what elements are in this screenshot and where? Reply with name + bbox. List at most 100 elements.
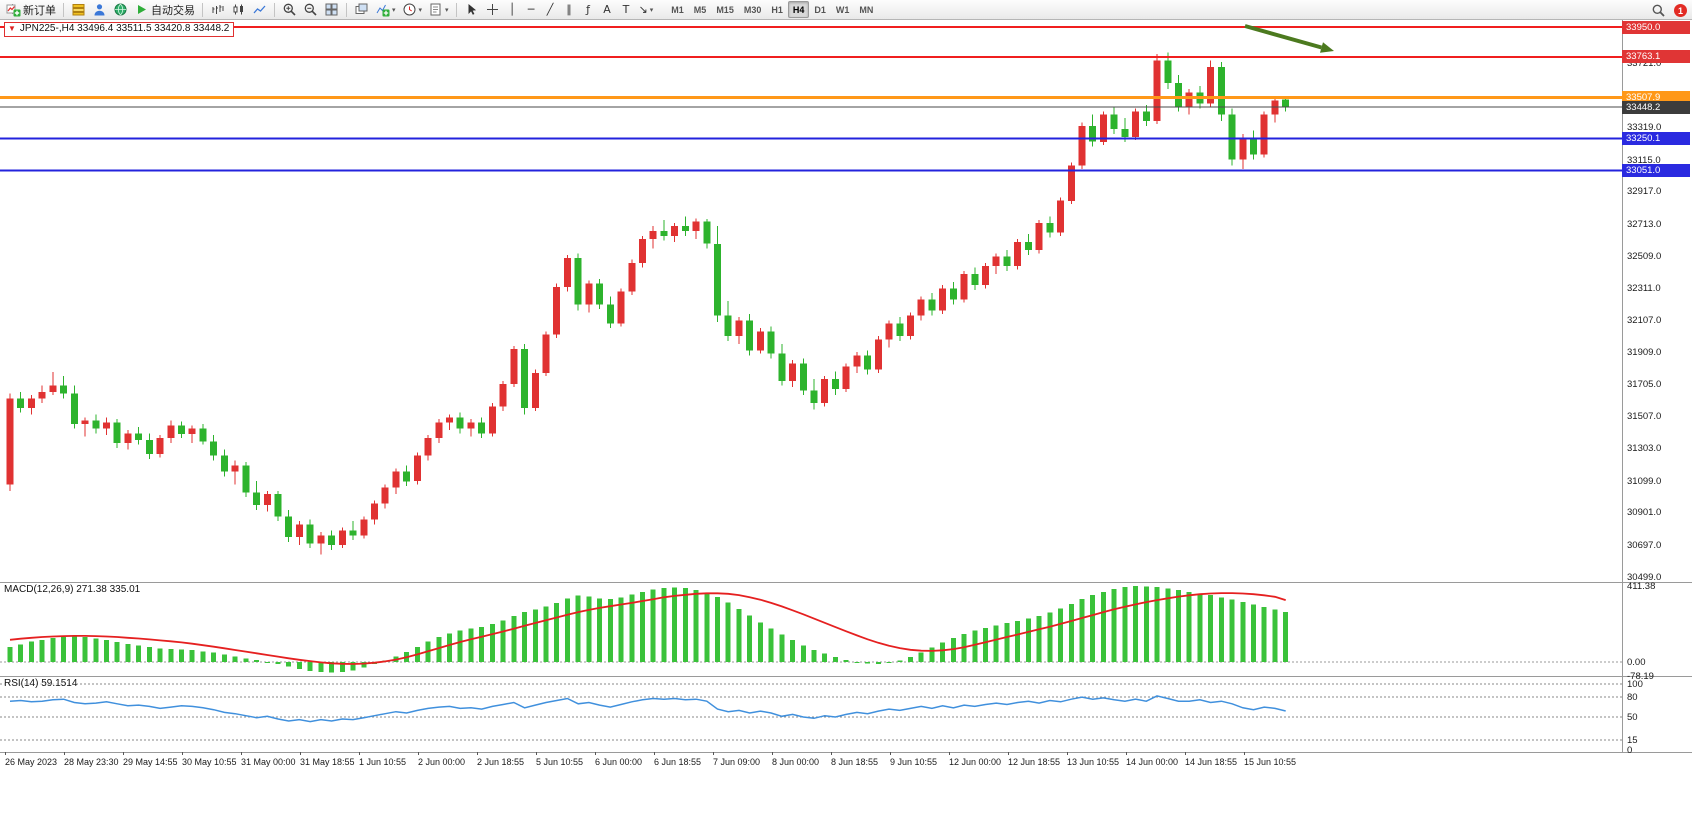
text-button[interactable]: A (598, 1, 617, 18)
notification-badge[interactable]: 1 (1674, 4, 1687, 17)
zoom-in-button[interactable] (279, 1, 300, 18)
time-axis-label: 14 Jun 00:00 (1126, 757, 1179, 767)
time-axis-label: 31 May 00:00 (241, 757, 296, 767)
search-button[interactable] (1648, 2, 1669, 19)
timeframe-m15-button[interactable]: M15 (716, 4, 734, 15)
toolbar-separator (63, 2, 64, 17)
chevron-down-icon: ▾ (392, 6, 396, 14)
timeframe-mn-button[interactable]: MN (859, 4, 874, 15)
toolbar-buttons: 新订单 自动交易 ▾ ▾ ▾ │ ─ ╱ ∥ ƒ A T ↘ ▾ (3, 1, 656, 18)
navigator-icon (114, 3, 127, 16)
bar-chart-icon (212, 5, 224, 14)
horizontal-line-icon: ─ (527, 3, 535, 16)
timeframe-m5-button[interactable]: M5 (693, 4, 707, 15)
indicators-button[interactable]: ▾ (372, 1, 399, 18)
vertical-line-button[interactable]: │ (503, 1, 522, 18)
tile-windows-button[interactable] (321, 1, 342, 18)
timeframe-d1-button[interactable]: D1 (814, 4, 826, 15)
time-axis-label: 12 Jun 18:55 (1008, 757, 1061, 767)
toolbar-separator (202, 2, 203, 17)
trendline-button[interactable]: ╱ (541, 1, 560, 18)
line-chart-icon (253, 5, 266, 14)
periods-button[interactable]: ▾ (399, 1, 426, 18)
price-axis[interactable]: 33721.0 33319.0 33115.0 32917.0 32713.0 32509… (1622, 20, 1692, 756)
timeframe-m1-button[interactable]: M1 (671, 4, 684, 15)
candle-chart-button[interactable] (228, 1, 249, 18)
price-axis-label: 30499.0 (1627, 571, 1662, 583)
toolbar-separator (346, 2, 347, 17)
cursor-button[interactable] (461, 1, 482, 18)
navigator-button[interactable] (110, 1, 131, 18)
line-chart-button[interactable] (249, 1, 270, 18)
templates-button[interactable]: ▾ (425, 1, 452, 18)
tile-windows-icon (325, 3, 338, 16)
auto-trading-icon (138, 5, 146, 14)
crosshair-icon (486, 4, 498, 15)
price-axis-label: 32311.0 (1627, 282, 1661, 294)
auto-trading-button[interactable]: 自动交易 (131, 1, 198, 18)
rsi-line (9, 695, 1286, 723)
chart-title-text: JPN225-,H4 33496.4 33511.5 33420.8 33448… (19, 23, 230, 34)
price-level-label-support-1: 33250.1 (1622, 132, 1690, 145)
market-watch-button[interactable] (68, 1, 89, 18)
time-axis[interactable]: 26 May 2023 28 May 23:30 29 May 14:55 30 Ma… (0, 752, 1692, 780)
periods-icon (403, 3, 416, 16)
cursor-icon (468, 4, 476, 15)
price-axis-label: 31507.0 (1627, 410, 1662, 422)
vertical-line-icon: │ (508, 3, 516, 16)
zoom-out-button[interactable] (300, 1, 321, 18)
price-axis-label: 33721.0 (1627, 58, 1662, 69)
time-axis-label: 29 May 14:55 (123, 757, 178, 767)
timeframe-h1-button[interactable]: H1 (771, 4, 783, 15)
data-window-icon (94, 4, 105, 16)
price-axis-label: 33115.0 (1627, 154, 1661, 166)
arrows-button[interactable]: ↘ ▾ (636, 1, 657, 18)
rsi-axis-label: 50 (1627, 711, 1638, 723)
crosshair-button[interactable] (482, 1, 503, 18)
time-axis-label: 31 May 18:55 (300, 757, 355, 767)
chevron-down-icon: ▾ (418, 6, 423, 14)
chevron-down-icon: ▾ (445, 6, 449, 14)
price-axis-label: 32713.0 (1627, 218, 1662, 230)
trend-arrow-annotation[interactable] (1244, 24, 1334, 53)
horizontal-line-button[interactable]: ─ (522, 1, 541, 18)
timeframe-w1-button[interactable]: W1 (835, 4, 850, 15)
price-level-label-support-2: 33051.0 (1622, 163, 1690, 177)
price-axis-label: 31909.0 (1627, 346, 1662, 358)
price-axis-label: 31303.0 (1627, 443, 1662, 455)
toolbar-separator (274, 2, 275, 17)
time-axis-label: 14 Jun 18:55 (1185, 757, 1238, 767)
panel-borders (0, 20, 1692, 755)
price-axis-label: 33319.0 (1627, 122, 1662, 134)
bar-chart-button[interactable] (207, 1, 228, 18)
time-axis-label: 6 Jun 00:00 (595, 757, 643, 767)
time-axis-label: 8 Jun 00:00 (772, 757, 820, 767)
time-axis-label: 15 Jun 10:55 (1244, 757, 1297, 767)
price-axis-label: 32107.0 (1627, 315, 1662, 327)
macd-axis-label: 0.00 (1627, 656, 1646, 668)
macd-label: MACD(12,26,9) 271.38 335.01 (4, 584, 141, 595)
chart-canvas[interactable] (0, 20, 1692, 837)
new-order-button[interactable]: 新订单 (3, 1, 59, 18)
fibonacci-button[interactable]: ƒ (579, 1, 598, 18)
rsi-axis-label: 15 (1627, 734, 1638, 746)
zoom-out-icon (304, 3, 317, 16)
arrows-icon: ↘ (638, 3, 648, 16)
time-axis-label: 2 Jun 18:55 (477, 757, 525, 767)
price-axis-label: 31099.0 (1627, 475, 1662, 487)
cascade-windows-icon (355, 3, 368, 14)
templates-icon (430, 3, 441, 16)
time-axis-label: 28 May 23:30 (64, 757, 119, 767)
indicators-icon (376, 4, 390, 17)
time-axis-label: 9 Jun 10:55 (890, 757, 938, 767)
data-window-button[interactable] (89, 1, 110, 18)
channel-button[interactable]: ∥ (560, 1, 579, 18)
timeframe-h4-button[interactable]: H4 (787, 1, 810, 18)
rsi-axis-label: 0 (1627, 744, 1633, 756)
market-watch-icon (72, 4, 85, 16)
label-button[interactable]: T (617, 1, 636, 18)
cascade-windows-button[interactable] (351, 1, 372, 18)
timeframe-m30-button[interactable]: M30 (743, 4, 762, 15)
time-axis-label: 1 Jun 10:55 (359, 757, 407, 767)
candle-chart-icon (233, 4, 243, 15)
